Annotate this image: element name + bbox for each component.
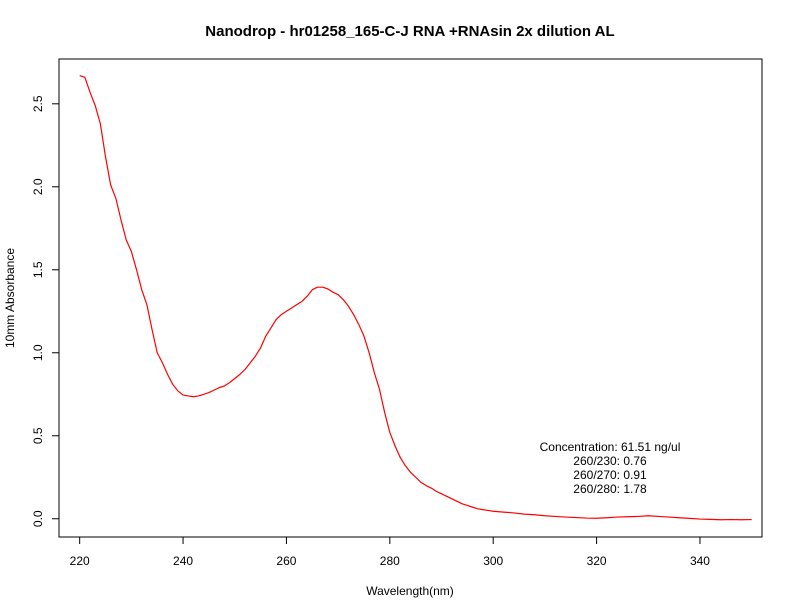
y-tick-label: 0.5 — [31, 427, 45, 444]
annotation-line: 260/280: 1.78 — [573, 482, 647, 496]
x-tick-label: 340 — [690, 554, 710, 568]
series-layer — [79, 75, 752, 521]
plot-frame — [58, 58, 763, 538]
x-axis-label: Wavelength(nm) — [366, 584, 454, 598]
x-tick-label: 260 — [276, 554, 296, 568]
y-axis: 0.0 0.5 1.0 1.5 2.0 2.5 — [31, 95, 59, 527]
x-tick-label: 280 — [380, 554, 400, 568]
annotation-line: 260/270: 0.91 — [573, 468, 647, 482]
y-tick-label: 2.5 — [31, 95, 45, 112]
x-tick-label: 220 — [70, 554, 90, 568]
y-axis-label: 10mm Absorbance — [3, 248, 17, 348]
y-tick-label: 1.5 — [31, 261, 45, 278]
annotation-line: 260/230: 0.76 — [573, 454, 647, 468]
annotation-line: Concentration: 61.51 ng/ul — [540, 440, 681, 454]
chart-title: Nanodrop - hr01258_165-C-J RNA +RNAsin 2… — [205, 23, 614, 40]
absorbance-series-line — [79, 75, 752, 521]
x-axis: 220 240 260 280 300 320 340 — [70, 537, 710, 568]
y-tick-label: 0.0 — [31, 510, 45, 527]
x-tick-label: 300 — [483, 554, 503, 568]
y-tick-label: 1.0 — [31, 344, 45, 361]
y-tick-label: 2.0 — [31, 178, 45, 195]
x-tick-label: 320 — [587, 554, 607, 568]
x-tick-label: 240 — [173, 554, 193, 568]
